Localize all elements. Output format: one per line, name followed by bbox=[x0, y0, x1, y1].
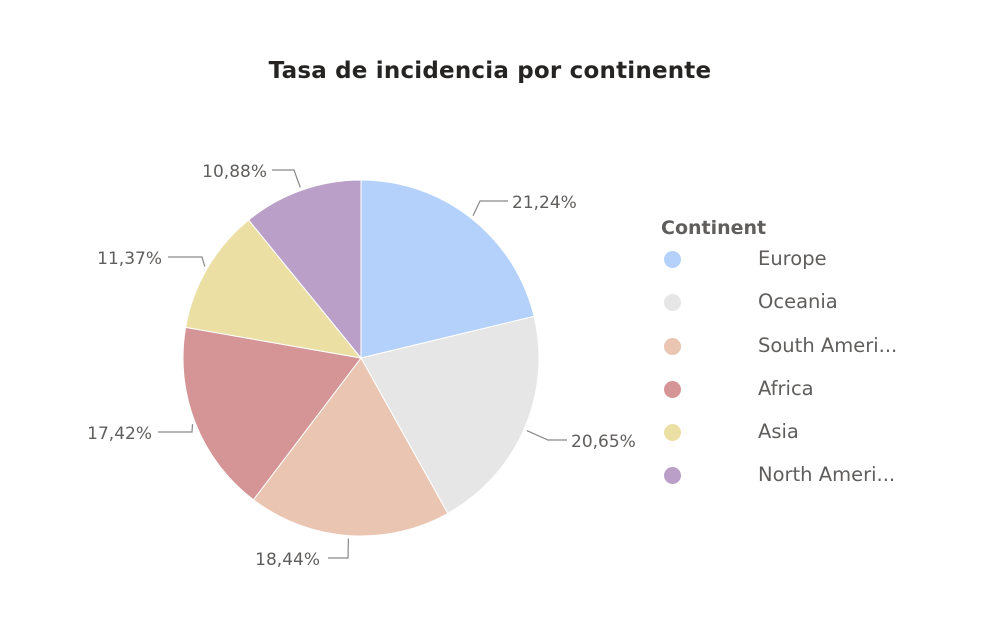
legend-swatch-icon bbox=[664, 467, 681, 485]
legend-item-asia[interactable]: Asia bbox=[661, 420, 799, 463]
legend-item-north-america[interactable]: North Ameri... bbox=[661, 463, 895, 506]
leader-line-asia bbox=[168, 256, 206, 267]
legend-label: Europe bbox=[758, 247, 827, 270]
data-label-africa: 17,42% bbox=[87, 424, 152, 444]
leader-line-south-america bbox=[328, 538, 349, 559]
data-label-south-america: 18,44% bbox=[255, 550, 320, 570]
leader-line-north-america bbox=[272, 169, 301, 188]
legend-title: Continent bbox=[661, 217, 767, 239]
legend-swatch-icon bbox=[664, 294, 681, 312]
legend-item-europe[interactable]: Europe bbox=[661, 247, 827, 290]
pie-slice-oceania[interactable] bbox=[360, 315, 540, 515]
pie-slice-asia[interactable] bbox=[185, 219, 363, 359]
pie-slice-south-america[interactable] bbox=[252, 357, 449, 537]
legend-label: Asia bbox=[758, 420, 799, 444]
data-label-oceania: 20,65% bbox=[571, 432, 636, 452]
data-label-asia: 11,37% bbox=[97, 249, 162, 269]
legend-swatch-icon bbox=[664, 337, 681, 355]
legend-label: South Ameri... bbox=[758, 333, 898, 357]
legend-label: North Ameri... bbox=[758, 463, 896, 487]
pie-slice-north-america[interactable] bbox=[247, 179, 362, 360]
leader-line-africa bbox=[158, 424, 194, 433]
chart-title: Tasa de incidencia por continente bbox=[268, 58, 712, 84]
legend-item-oceania[interactable]: Oceania bbox=[661, 290, 838, 333]
legend-label: Oceania bbox=[758, 290, 838, 314]
data-label-europe: 21,24% bbox=[512, 193, 577, 213]
legend: Continent Europe Oceania South Ameri... Afr… bbox=[661, 217, 897, 507]
legend-item-south-america[interactable]: South Ameri... bbox=[661, 334, 897, 377]
leader-line-oceania bbox=[526, 430, 567, 441]
pie-slice-europe[interactable] bbox=[360, 179, 535, 359]
legend-swatch-icon bbox=[664, 424, 681, 442]
pie-slice-africa[interactable] bbox=[182, 326, 362, 501]
legend-label: Africa bbox=[758, 376, 814, 400]
legend-swatch-icon bbox=[664, 251, 681, 268]
legend-item-africa[interactable]: Africa bbox=[661, 377, 814, 420]
legend-swatch-icon bbox=[664, 380, 681, 398]
data-label-north-america: 10,88% bbox=[202, 162, 267, 182]
legend-items: Europe Oceania South Ameri... Africa Asia Nor… bbox=[661, 247, 897, 507]
leader-line-europe bbox=[472, 200, 508, 217]
